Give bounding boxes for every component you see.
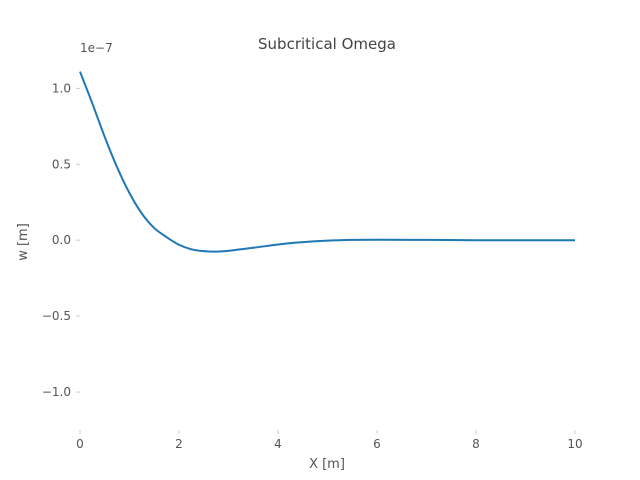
y-tick-label: 0.0 [52,233,71,247]
series-line [79,71,575,253]
plot-area [79,71,575,253]
x-axis-label: X [m] [309,457,345,472]
y-offset-text: 1e−7 [80,41,113,55]
y-ticks: 1.0 0.5 0.0 −0.5 −1.0 [42,81,80,399]
y-tick-label: 1.0 [52,81,71,95]
x-tick-label: 6 [373,437,381,451]
y-tick-label: −1.0 [42,385,71,399]
x-tick-label: 8 [472,437,480,451]
y-tick-label: −0.5 [42,309,71,323]
y-tick-label: 0.5 [52,157,71,171]
y-axis-label: w [m] [16,223,31,261]
x-tick-label: 10 [567,437,582,451]
x-tick-label: 2 [175,437,183,451]
x-tick-label: 0 [76,437,84,451]
chart-title: Subcritical Omega [258,35,396,53]
x-tick-label: 4 [274,437,282,451]
x-ticks: 0 2 4 6 8 10 [76,430,583,451]
